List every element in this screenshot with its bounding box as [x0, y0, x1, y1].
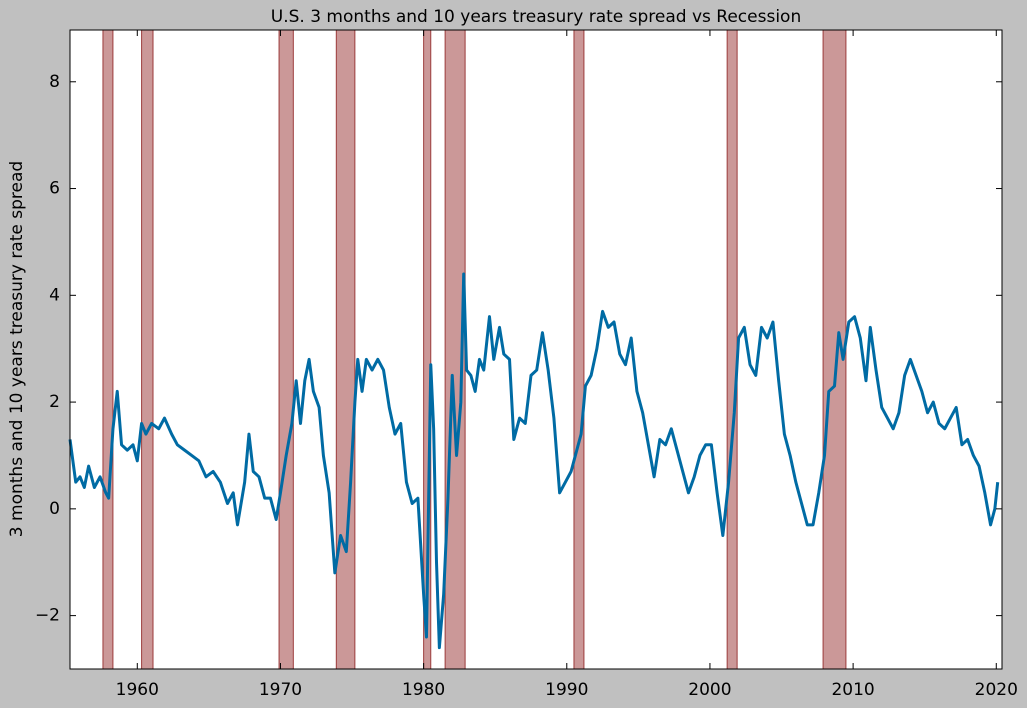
x-tick-label: 2010: [831, 680, 874, 700]
y-tick-label: −2: [35, 606, 60, 626]
recession-band: [573, 29, 585, 670]
x-tick-label: 1980: [402, 680, 445, 700]
recession-band: [335, 29, 356, 670]
recession-band: [102, 29, 114, 670]
y-tick-label: 2: [49, 392, 60, 412]
x-tick-label: 1970: [259, 680, 302, 700]
x-tick-label: 2000: [688, 680, 731, 700]
x-tick-label: 1990: [545, 680, 588, 700]
x-tick-label: 1960: [116, 680, 159, 700]
line-layer: [68, 272, 1000, 650]
recession-band: [726, 29, 738, 670]
plot-frame: [69, 29, 1003, 670]
axis-layer: 1960 1970 1980 1990 2000 2010 2020 −2 0 2 4 6 8: [35, 30, 1018, 700]
recession-band: [141, 29, 154, 670]
plot-area: [70, 30, 1002, 669]
y-tick-label: 4: [49, 285, 60, 305]
spread-line: [68, 272, 1000, 650]
x-tick-label: 2020: [975, 680, 1018, 700]
y-tick-label: 0: [49, 499, 60, 519]
chart-title: U.S. 3 months and 10 years treasury rate…: [271, 7, 801, 27]
y-tick-label: 8: [49, 72, 60, 92]
y-axis-label: 3 months and 10 years treasury rate spre…: [7, 161, 27, 537]
y-tick-label: 6: [49, 179, 60, 199]
recession-band: [278, 29, 294, 670]
